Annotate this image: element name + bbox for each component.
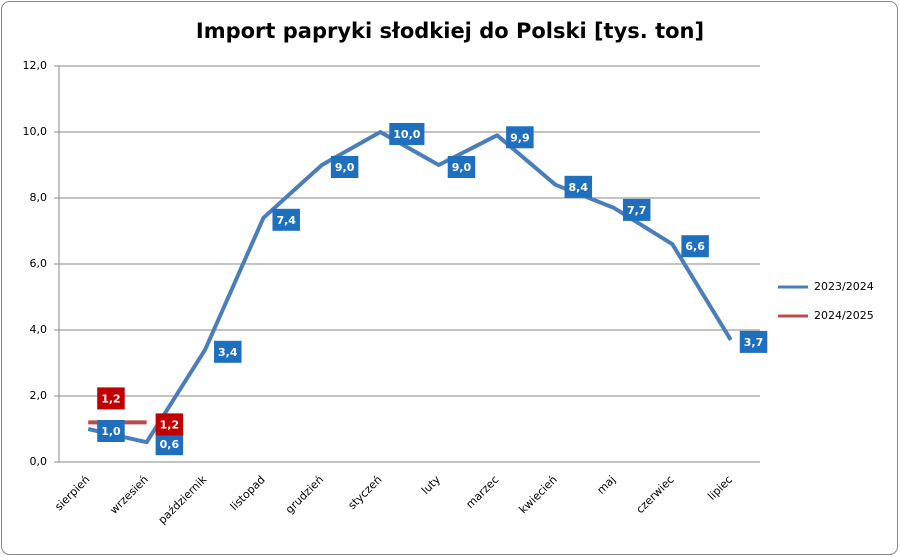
data-label-box [506, 126, 534, 149]
data-label-text: 7,7 [627, 204, 647, 217]
data-label-box [389, 123, 425, 145]
y-tick-label: 2,0 [30, 389, 48, 402]
data-label: 9,0 [447, 156, 476, 178]
data-label-text: 9,9 [510, 131, 530, 144]
data-label: 3,7 [739, 330, 768, 353]
data-label-text: 6,6 [685, 240, 705, 253]
data-label-box [739, 330, 768, 353]
data-label: 8,4 [564, 175, 593, 198]
data-label-text: 3,7 [744, 336, 764, 349]
data-label-text: 7,4 [276, 214, 296, 227]
data-label: 10,0 [389, 123, 425, 145]
data-label-box [622, 198, 651, 221]
data-label: 1,2 [155, 413, 184, 436]
data-label: 1,2 [97, 387, 125, 410]
y-tick-label: 12,0 [23, 59, 48, 72]
data-label-box [272, 208, 300, 231]
data-label: 9,9 [506, 126, 534, 149]
data-label-box [564, 175, 593, 198]
y-tick-label: 0,0 [30, 455, 48, 468]
data-label-text: 1,2 [101, 392, 121, 405]
data-label-box [681, 235, 709, 258]
data-label-text: 9,0 [452, 161, 472, 174]
data-label: 3,4 [214, 340, 242, 363]
data-label-text: 1,0 [101, 425, 121, 438]
y-tick-label: 10,0 [23, 125, 48, 138]
data-label: 0,6 [155, 433, 184, 456]
y-tick-label: 4,0 [30, 323, 48, 336]
data-label-box [155, 433, 184, 456]
chart-title: Import papryki słodkiej do Polski [tys. … [196, 19, 704, 43]
data-label: 9,0 [330, 156, 359, 178]
y-tick-label: 6,0 [30, 257, 48, 270]
data-label: 7,7 [622, 198, 651, 221]
data-label-box [155, 413, 184, 436]
data-label-box [214, 340, 242, 363]
data-label: 7,4 [272, 208, 300, 231]
data-label-text: 8,4 [569, 181, 589, 194]
data-label-box [447, 156, 476, 178]
legend-label: 2023/2024 [814, 280, 874, 293]
data-label-text: 1,2 [160, 418, 180, 431]
data-label-box [97, 387, 125, 410]
data-label: 1,0 [97, 420, 125, 442]
data-label-text: 10,0 [393, 128, 420, 141]
data-label: 6,6 [681, 235, 709, 258]
legend-label: 2024/2025 [814, 309, 874, 322]
data-label-box [330, 156, 359, 178]
data-label-text: 0,6 [160, 438, 180, 451]
data-label-box [97, 420, 125, 442]
data-label-text: 9,0 [335, 161, 355, 174]
data-label-text: 3,4 [218, 346, 238, 359]
y-tick-label: 8,0 [30, 191, 48, 204]
